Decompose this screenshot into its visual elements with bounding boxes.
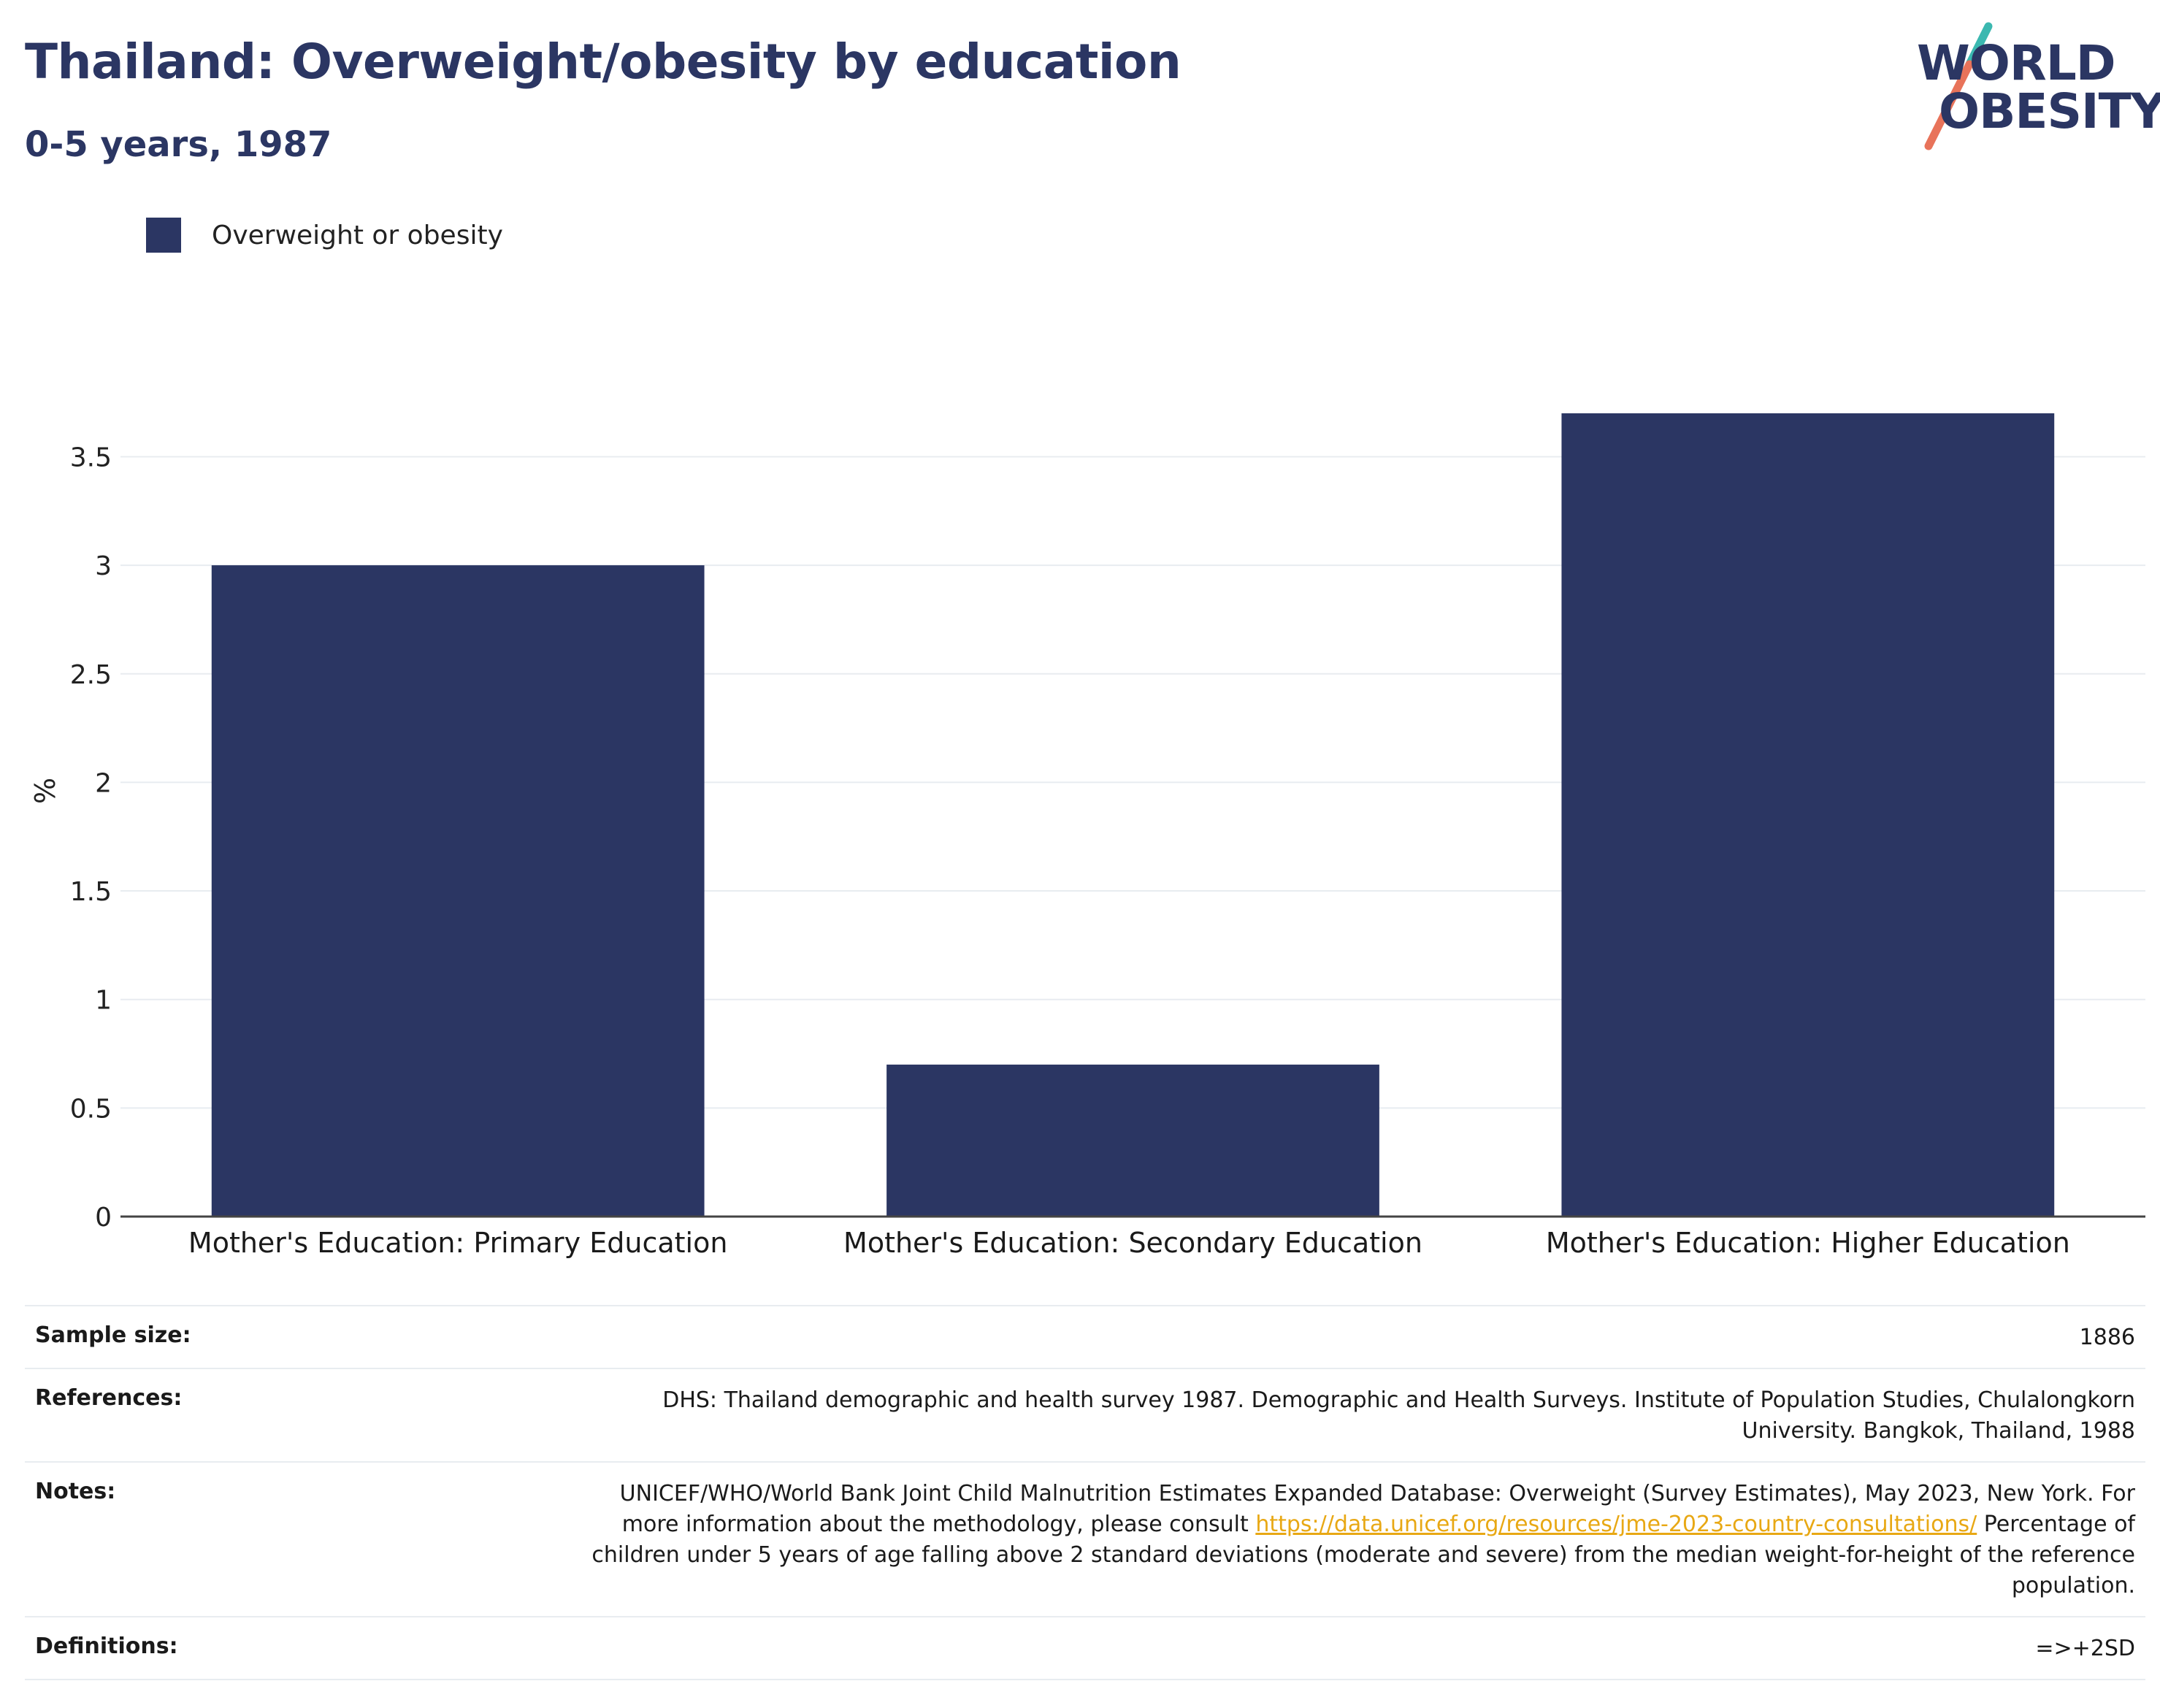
x-tick-label: Mother's Education: Primary Education [188, 1227, 728, 1259]
legend-swatch [146, 218, 181, 253]
definitions-label: Definitions: [35, 1634, 178, 1659]
x-tick-label: Mother's Education: Secondary Education [843, 1227, 1422, 1259]
sample-size-value: 1886 [2079, 1325, 2135, 1350]
info-row-sample-size: Sample size: 1886 [25, 1305, 2145, 1368]
page-subtitle: 0-5 years, 1987 [25, 124, 332, 165]
references-value: DHS: Thailand demographic and health sur… [662, 1387, 2135, 1444]
methodology-link[interactable]: https://data.unicef.org/resources/jme-20… [1255, 1512, 1977, 1537]
info-table: Sample size: 1886 References: DHS: Thail… [25, 1305, 2145, 1680]
definitions-value: =>+2SD [2035, 1636, 2135, 1661]
notes-label: Notes: [35, 1479, 116, 1504]
info-row-notes: Notes: UNICEF/WHO/World Bank Joint Child… [25, 1461, 2145, 1616]
logo-text-world: WORLD [1917, 35, 2116, 91]
notes-text-part1: UNICEF/WHO/World Bank Joint Child Malnut… [619, 1481, 2135, 1537]
info-row-definitions: Definitions: =>+2SD [25, 1616, 2145, 1680]
notes-value: UNICEF/WHO/World Bank Joint Child Malnut… [587, 1479, 2135, 1601]
y-tick-label: 1.5 [70, 877, 112, 907]
y-tick-label: 0.5 [70, 1094, 112, 1124]
y-tick-label: 1 [95, 986, 112, 1016]
y-tick-label: 2.5 [70, 660, 112, 690]
info-row-references: References: DHS: Thailand demographic an… [25, 1368, 2145, 1461]
page-title: Thailand: Overweight/obesity by educatio… [25, 34, 1182, 90]
sample-size-label: Sample size: [35, 1322, 191, 1348]
x-tick-label: Mother's Education: Higher Education [1546, 1227, 2070, 1259]
y-tick-label: 0 [95, 1203, 112, 1233]
y-tick-label: 3.5 [70, 443, 112, 472]
bar [1561, 413, 2055, 1217]
references-label: References: [35, 1385, 183, 1411]
logo-slash-icon [1924, 22, 1993, 150]
bar-chart: 0 0.5 1 1.5 2 2.5 3 3.5% Mother's Education: Pri… [29, 413, 2145, 1259]
bar [886, 1064, 1379, 1217]
legend-label: Overweight or obesity [212, 220, 503, 250]
y-tick-label: 3 [95, 551, 112, 581]
notes-text-part2: Percentage of children under 5 years of … [591, 1512, 2135, 1598]
logo-text-obesity: OBESITY [1939, 83, 2160, 139]
world-obesity-logo: WORLD OBESITY [1902, 20, 2160, 152]
bar [211, 565, 705, 1217]
y-tick-label: 2 [95, 768, 112, 798]
chart-legend: Overweight or obesity [146, 218, 503, 253]
y-axis-title: % [29, 778, 61, 804]
